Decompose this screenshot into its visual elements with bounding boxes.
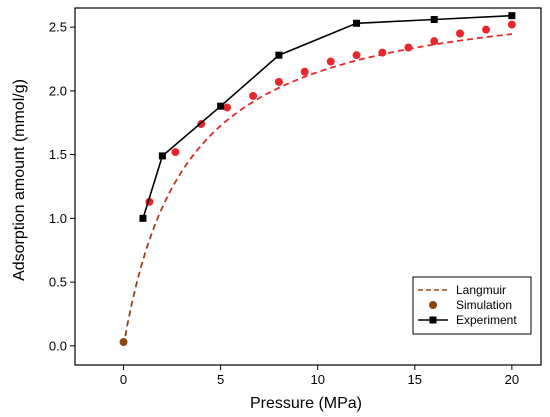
simulation-point bbox=[300, 67, 309, 76]
experiment-line bbox=[142, 14, 512, 219]
x-tick-label: 10 bbox=[310, 372, 324, 387]
plot-area bbox=[74, 7, 542, 366]
experiment-point bbox=[508, 12, 516, 20]
y-tick-label: 2.5 bbox=[49, 20, 67, 35]
experiment-point bbox=[217, 102, 225, 110]
axis-ticks: 0 5 10 15 20 0.0 0.5 1.0 1.5 2.0 2.5 bbox=[49, 20, 519, 387]
simulation-point bbox=[404, 43, 413, 52]
experiment-point bbox=[430, 15, 438, 23]
simulation-point bbox=[119, 338, 128, 347]
simulation-point bbox=[507, 20, 516, 29]
simulation-point bbox=[430, 37, 439, 46]
simulation-point bbox=[482, 25, 491, 34]
y-tick-label: 1.5 bbox=[49, 147, 67, 162]
y-tick-label: 2.0 bbox=[49, 83, 67, 98]
simulation-point bbox=[456, 29, 465, 38]
legend-experiment-swatch-marker bbox=[429, 316, 437, 324]
experiment-point bbox=[353, 19, 361, 27]
x-tick-label: 15 bbox=[408, 372, 422, 387]
data-marks bbox=[119, 12, 516, 347]
y-axis-label: Adsorption amount (mmol/g) bbox=[11, 79, 28, 281]
y-tick-label: 0.5 bbox=[49, 275, 67, 290]
legend-simulation-label: Simulation bbox=[456, 298, 512, 312]
simulation-point bbox=[378, 48, 387, 57]
experiment-point bbox=[139, 214, 147, 222]
simulation-point bbox=[249, 91, 258, 100]
legend-simulation-swatch bbox=[429, 301, 437, 309]
experiment-point bbox=[158, 152, 166, 160]
simulation-point bbox=[274, 77, 283, 86]
plot-frame bbox=[74, 7, 542, 366]
legend-experiment-label: Experiment bbox=[456, 313, 517, 327]
y-tick-label: 0.0 bbox=[49, 338, 67, 353]
simulation-point bbox=[326, 57, 335, 66]
x-tick-label: 0 bbox=[120, 372, 127, 387]
x-tick-label: 20 bbox=[505, 372, 519, 387]
legend-langmuir-label: Langmuir bbox=[456, 283, 506, 297]
y-tick-label: 1.0 bbox=[49, 211, 67, 226]
simulation-point bbox=[171, 148, 180, 157]
simulation-point bbox=[223, 103, 232, 112]
legend: Langmuir Simulation Experiment bbox=[412, 276, 532, 335]
experiment-point bbox=[275, 51, 283, 59]
x-tick-label: 5 bbox=[217, 372, 224, 387]
simulation-point bbox=[352, 51, 361, 60]
x-axis-label: Pressure (MPa) bbox=[250, 395, 362, 412]
